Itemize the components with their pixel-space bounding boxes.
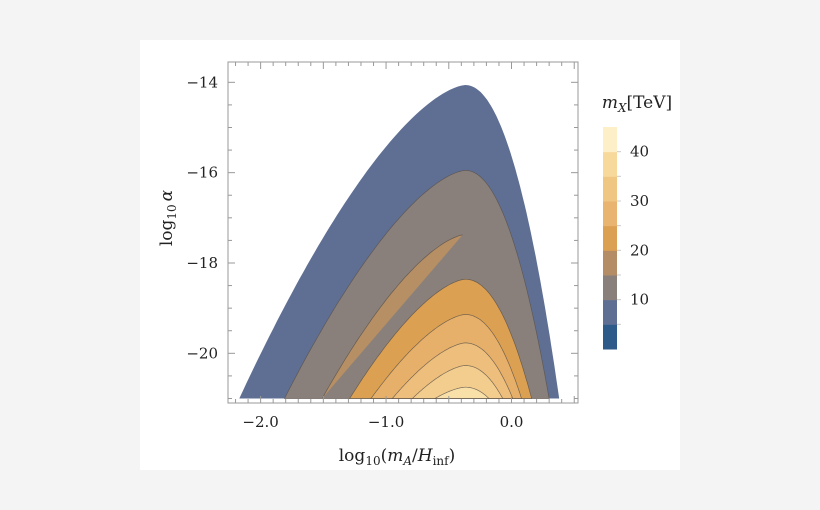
colorbar-band <box>603 250 617 276</box>
contour-region-15 <box>321 234 463 399</box>
colorbar-band <box>603 299 617 325</box>
y-axis-label: log10α <box>157 189 179 246</box>
colorbar-tick-label: 30 <box>630 192 649 210</box>
contour-regions <box>239 85 560 399</box>
colorbar-band <box>603 201 617 227</box>
colorbar: 10 20 30 40 <box>603 127 649 350</box>
contour-region-35 <box>411 365 504 399</box>
x-axis-label: log10(mA/Hinf) <box>339 446 456 468</box>
colorbar-band <box>603 275 617 301</box>
colorbar-band <box>603 151 617 177</box>
x-tick-label: −1.0 <box>368 413 404 431</box>
colorbar-title: mX[TeV] <box>602 93 672 115</box>
plot-frame <box>227 61 579 404</box>
colorbar-tick-label: 40 <box>630 143 649 161</box>
axis-ticks <box>228 62 578 403</box>
y-tick-label: −16 <box>186 164 218 182</box>
y-tick-label: −20 <box>186 344 218 362</box>
colorbar-band <box>603 127 617 153</box>
tick-labels: −2.0 −1.0 0.0 −14 −16 −18 −20 <box>186 73 523 431</box>
x-tick-label: 0.0 <box>500 413 524 431</box>
y-tick-label: −18 <box>186 254 218 272</box>
colorbar-tick-label: 20 <box>630 241 649 259</box>
contour-region-40 <box>433 386 490 399</box>
colorbar-tick-label: 10 <box>630 291 649 309</box>
colorbar-band <box>603 176 617 202</box>
y-tick-label: −14 <box>186 73 218 91</box>
colorbar-band <box>603 225 617 251</box>
x-tick-label: −2.0 <box>242 413 278 431</box>
colorbar-band <box>603 324 617 350</box>
